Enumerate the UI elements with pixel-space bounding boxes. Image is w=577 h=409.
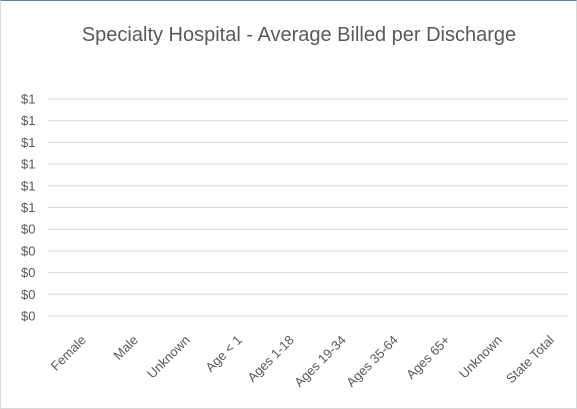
x-tick-label: Age < 1 [202,332,245,375]
x-tick-label: Ages 1-18 [244,332,297,385]
y-tick-label: $1 [21,178,35,193]
x-tick-label: Male [110,332,141,363]
y-tick-label: $1 [21,157,35,172]
y-tick-label: $1 [21,92,35,107]
y-tick-label: $1 [21,113,35,128]
y-tick-label: $1 [21,200,35,215]
x-tick-label: Ages 65+ [403,332,453,382]
chart-title: Specialty Hospital - Average Billed per … [81,24,517,46]
x-tick-label: State Total [503,332,557,386]
y-tick-label: $0 [21,265,35,280]
gridlines [48,98,568,317]
y-tick-label: $0 [21,222,35,237]
x-tick-label: Ages 35-64 [343,332,401,390]
x-tick-label: Ages 19-34 [291,332,349,390]
y-axis-ticks: $1 $1 $1 $1 $1 $1 $0 $0 $0 $0 $0 [21,92,35,324]
x-tick-label: Unknown [144,332,193,381]
y-tick-label: $0 [21,243,35,258]
y-tick-label: $1 [21,135,35,150]
y-tick-label: $0 [21,309,35,324]
x-tick-label: Unknown [456,332,505,381]
y-tick-label: $0 [21,287,35,302]
x-tick-label: Female [48,332,89,373]
